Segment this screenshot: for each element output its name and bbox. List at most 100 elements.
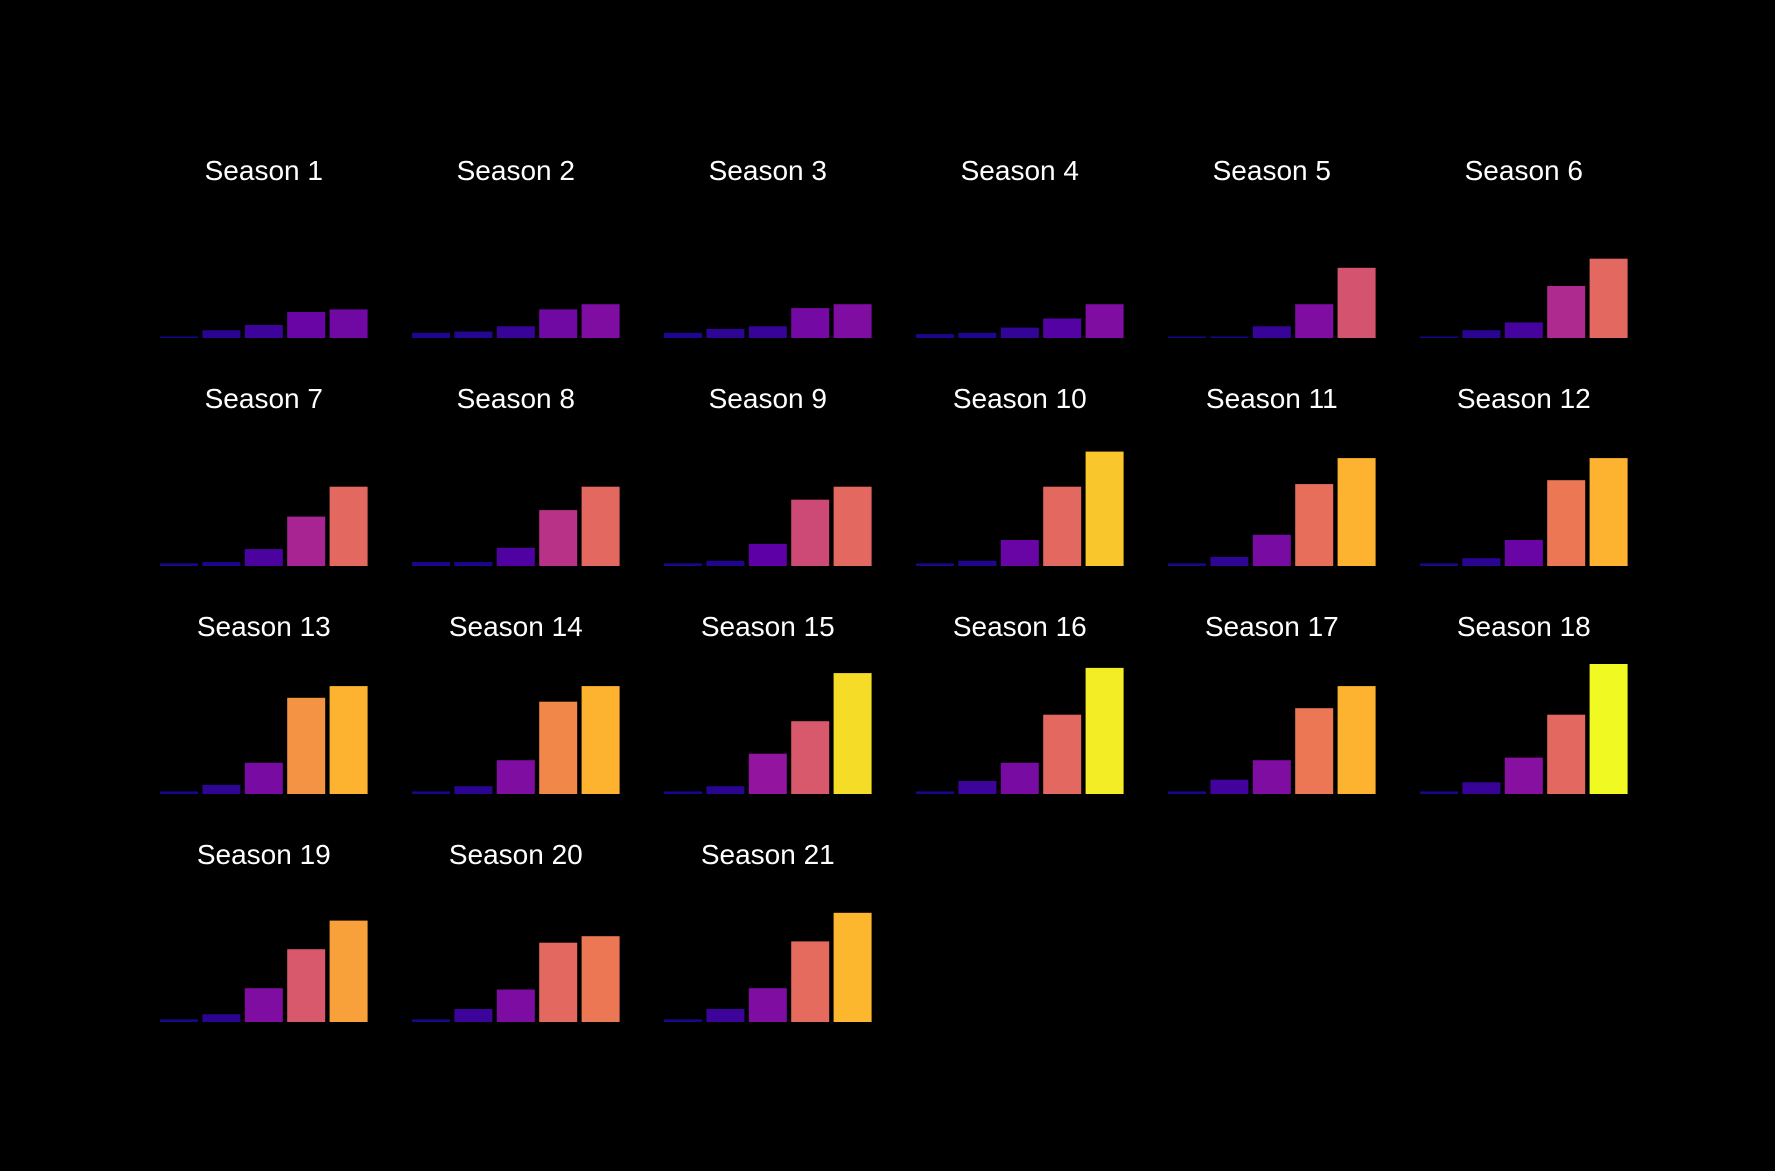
bar [581,304,620,338]
panel-title: Season 17 [1205,611,1339,642]
bar [202,330,241,338]
bar [958,560,997,566]
season-panel: Season 3 [664,155,872,338]
bar [1000,327,1039,338]
panel-title: Season 12 [1457,383,1591,414]
bar [833,486,872,566]
bar [454,786,493,794]
panel-title: Season 5 [1213,155,1331,186]
bar [581,486,620,566]
panel-title: Season 4 [961,155,1079,186]
season-panel: Season 6 [1420,155,1628,338]
bar [496,547,535,566]
panel-title: Season 2 [457,155,575,186]
bar [1168,336,1206,338]
bar [748,326,787,338]
bar [329,686,368,794]
bar [1210,556,1249,566]
bar [454,331,493,338]
bar [833,304,872,338]
bar [664,332,702,338]
panel-title: Season 10 [953,383,1087,414]
bar [1462,330,1501,338]
bar [287,949,326,1022]
panel-title: Season 14 [449,611,583,642]
bar [1085,667,1124,794]
bar [791,308,830,338]
bar [664,1019,702,1022]
bar [1504,757,1543,794]
bar [1547,714,1586,794]
bar [244,325,283,338]
season-panel: Season 18 [1420,611,1628,794]
bar [1337,458,1376,566]
bar [1589,664,1628,794]
panel-title: Season 7 [205,383,323,414]
bar [1547,480,1586,566]
bar [1085,451,1124,566]
bar [1589,258,1628,338]
season-panel: Season 15 [664,611,872,794]
season-panel: Season 21 [664,839,872,1022]
bar [496,760,535,794]
season-panel: Season 9 [664,383,872,566]
bar [791,499,830,566]
season-panel: Season 7 [160,383,368,566]
bar [581,936,620,1022]
bar [748,753,787,794]
bar [1504,322,1543,338]
season-panel: Season 14 [412,611,620,794]
season-panel: Season 10 [916,383,1124,566]
bar [1295,708,1334,794]
bar [539,701,578,794]
bar [412,791,450,794]
bar [1462,782,1501,794]
panel-title: Season 18 [1457,611,1591,642]
bar [496,326,535,338]
bar [916,791,954,794]
bar [496,989,535,1022]
bar [1168,791,1206,794]
bar [1085,304,1124,338]
bar [1295,304,1334,338]
bar [539,510,578,566]
bar [329,309,368,338]
bar [329,486,368,566]
panel-title: Season 19 [197,839,331,870]
panel-title: Season 21 [701,839,835,870]
bar [1589,458,1628,566]
bar [244,988,283,1022]
bar [412,1019,450,1022]
bar [1420,791,1458,794]
bar [1043,318,1082,338]
season-panel: Season 1 [160,155,368,338]
bar [1252,534,1291,566]
bar [202,1014,241,1022]
bar [287,312,326,338]
panel-title: Season 1 [205,155,323,186]
bar [1210,336,1249,338]
bar [706,1009,745,1022]
bar [1420,563,1458,566]
bar [916,563,954,566]
bar [833,912,872,1022]
bar [1000,762,1039,794]
bar [958,781,997,794]
bar [287,697,326,794]
season-panel: Season 12 [1420,383,1628,566]
bar [202,562,241,566]
bar [202,784,241,794]
bar [1462,558,1501,566]
bar [706,560,745,566]
bar [791,721,830,794]
bar [833,673,872,794]
panel-title: Season 20 [449,839,583,870]
season-panel: Season 19 [160,839,368,1022]
bar [1252,326,1291,338]
bar [1168,563,1206,566]
bar [412,332,450,338]
bar [664,563,702,566]
bar [329,920,368,1022]
bar [1295,484,1334,566]
